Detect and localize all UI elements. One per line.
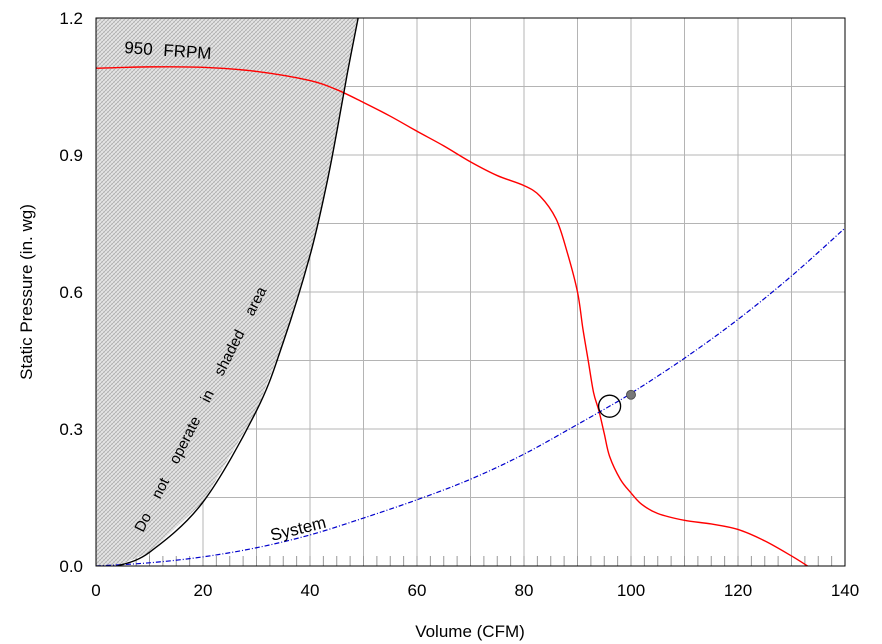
y-tick-labels: 0.0 0.3 0.6 0.9 1.2 (59, 9, 83, 576)
y-tick-label: 0.6 (59, 283, 83, 302)
x-tick-label: 40 (301, 581, 320, 600)
x-tick-label: 0 (91, 581, 100, 600)
system-curve-label: System (268, 513, 328, 545)
x-tick-label: 140 (831, 581, 859, 600)
series-lines (96, 18, 845, 566)
x-tick-label: 100 (617, 581, 645, 600)
grid (96, 18, 845, 566)
plot-frame (95, 17, 846, 567)
operating-point-marker (597, 394, 622, 418)
y-tick-label: 1.2 (59, 9, 83, 28)
shaded-do-not-operate-area (96, 18, 359, 566)
x-axis-title: Volume (CFM) (415, 622, 525, 641)
y-tick-label: 0.9 (59, 146, 83, 165)
y-tick-label: 0.0 (59, 557, 83, 576)
x-tick-label: 20 (194, 581, 213, 600)
stall-boundary-curve (117, 18, 359, 566)
x-tick-labels: 0 20 40 60 80 100 120 140 (91, 581, 859, 600)
y-tick-label: 0.3 (59, 420, 83, 439)
x-tick-label: 60 (408, 581, 427, 600)
system-curve (96, 227, 845, 566)
x-tick-label: 120 (724, 581, 752, 600)
design-point-marker (626, 389, 636, 400)
x-tick-label: 80 (515, 581, 534, 600)
markers (597, 389, 636, 418)
y-axis-title: Static Pressure (in. wg) (17, 204, 36, 380)
950-frpm-curve (96, 66, 808, 566)
shaded-region (96, 18, 359, 566)
